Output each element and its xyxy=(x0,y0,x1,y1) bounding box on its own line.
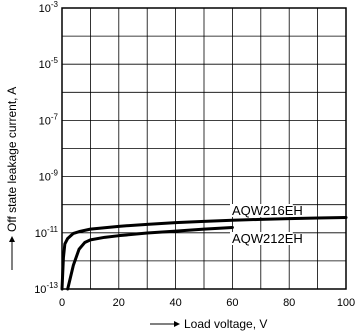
y-tick-labels: 10-3 10-5 10-7 10-9 10-11 10-13 xyxy=(34,0,58,296)
x-tick-label: 60 xyxy=(226,297,238,309)
series-line-1 xyxy=(66,225,234,291)
x-tick-label: 40 xyxy=(169,297,181,309)
series-label-0: AQW216EH xyxy=(232,203,303,218)
series-label-bg xyxy=(230,232,293,245)
plot-border xyxy=(61,7,347,290)
curves xyxy=(60,216,348,291)
x-axis-title: Load voltage, V xyxy=(184,317,267,331)
x-tick-label: 20 xyxy=(113,297,125,309)
plot-frame xyxy=(61,7,347,290)
y-tick-label: 10-13 xyxy=(34,281,58,296)
y-tick-label: 10-11 xyxy=(35,225,59,240)
y-tick-label: 10-3 xyxy=(39,0,59,15)
series-label-1: AQW212EH xyxy=(232,231,303,246)
y-axis-arrow-icon xyxy=(9,236,15,242)
y-axis-title-group: Off state leakage current, A xyxy=(5,87,19,270)
x-tick-label: 100 xyxy=(337,297,355,309)
grid xyxy=(61,7,347,290)
x-tick-label: 0 xyxy=(59,297,65,309)
x-tick-label: 80 xyxy=(283,297,295,309)
x-axis-arrow-icon xyxy=(174,321,180,327)
y-tick-label: 10-7 xyxy=(39,112,59,127)
series-line-0 xyxy=(60,216,348,291)
series-labels: AQW216EH AQW212EH xyxy=(230,203,303,246)
y-tick-label: 10-9 xyxy=(39,169,59,184)
series-label-bg xyxy=(230,204,293,217)
y-axis-title: Off state leakage current, A xyxy=(5,87,19,232)
y-tick-label: 10-5 xyxy=(39,56,59,71)
x-axis-title-group: Load voltage, V xyxy=(150,317,267,331)
x-tick-labels: 0 20 40 60 80 100 xyxy=(59,297,355,309)
